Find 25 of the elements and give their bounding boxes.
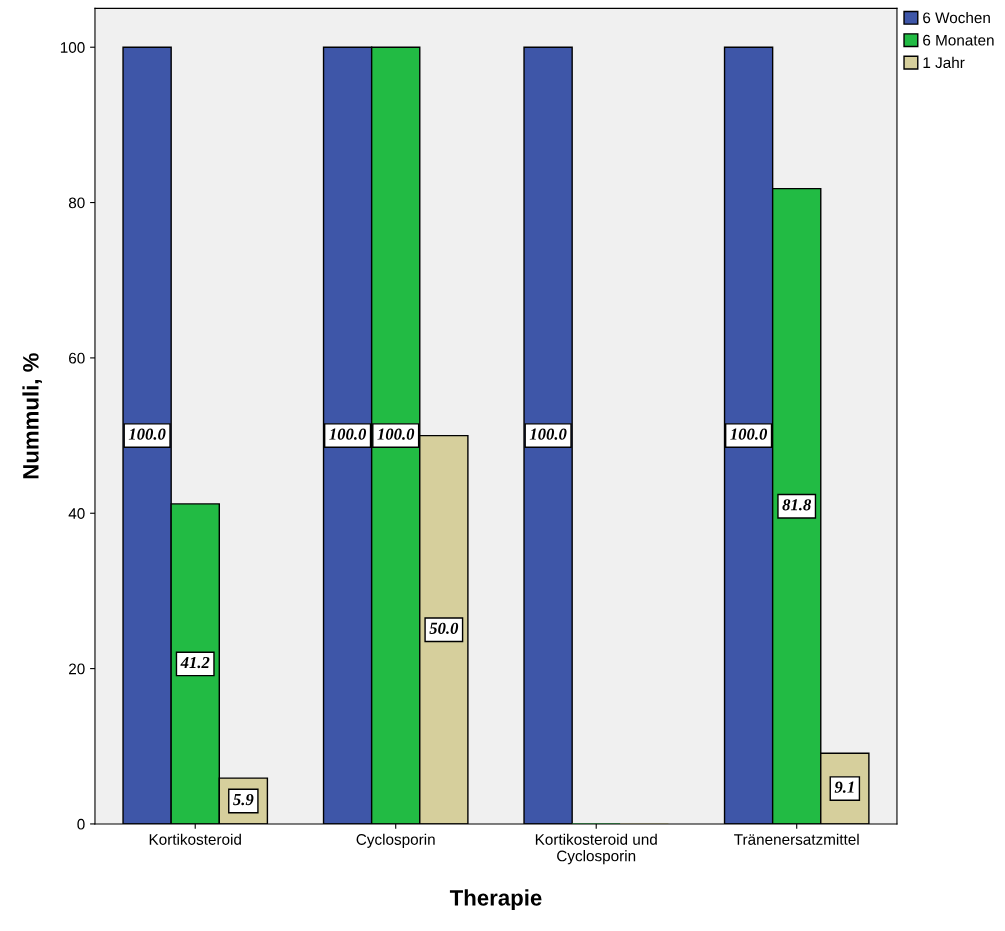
data-label: 100.0 [128, 428, 166, 440]
y-tick-label: 100 [60, 42, 85, 53]
data-label: 9.1 [834, 781, 854, 793]
y-tick-label: 0 [77, 818, 85, 830]
y-tick-label: 40 [68, 508, 85, 519]
x-tick-label: Cyclosporin [356, 833, 435, 848]
x-axis-title: Therapie [449, 889, 542, 911]
data-label: 5.9 [233, 794, 254, 806]
legend-label: 1 Jahr [923, 56, 965, 69]
data-label: 81.8 [782, 499, 812, 511]
data-label: 50.0 [429, 622, 459, 634]
legend-label: 6 Monaten [923, 34, 994, 46]
data-label: 100.0 [730, 428, 768, 440]
data-label: 100.0 [377, 428, 415, 440]
x-tick-label: Kortikosteroid und Cyclosporin [535, 833, 657, 865]
legend-label: 6 Wochen [923, 11, 990, 24]
data-label: 100.0 [529, 428, 567, 440]
y-tick-label: 20 [69, 663, 85, 675]
y-tick-label: 80 [68, 197, 85, 209]
data-label: 41.2 [180, 656, 210, 669]
y-tick-label: 60 [69, 352, 85, 364]
data-label: 100.0 [329, 428, 367, 440]
x-tick-label: Tränenersatzmittel [734, 833, 859, 845]
x-tick-label: Kortikosteroid [149, 833, 241, 845]
y-axis-title: Nummuli, % [22, 353, 42, 479]
